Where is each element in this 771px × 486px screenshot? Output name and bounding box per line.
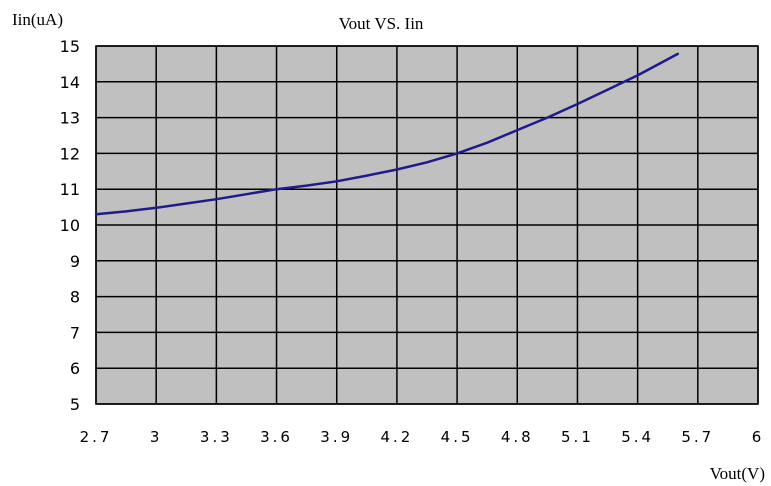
y-tick-labels: 5 6 7 8 9 10 11 12 13 14 15 bbox=[60, 37, 80, 414]
x-tick-label: 6 bbox=[752, 428, 765, 446]
x-tick-label: 3.6 bbox=[260, 428, 293, 446]
y-tick-label: 10 bbox=[60, 216, 80, 235]
y-tick-label: 9 bbox=[70, 252, 80, 271]
y-tick-label: 15 bbox=[60, 37, 80, 56]
x-tick-label: 5.7 bbox=[681, 428, 714, 446]
y-tick-label: 11 bbox=[60, 180, 80, 199]
y-tick-label: 8 bbox=[70, 288, 80, 307]
x-tick-label: 3.9 bbox=[320, 428, 353, 446]
x-tick-label: 5.1 bbox=[561, 428, 594, 446]
series-lines bbox=[94, 52, 680, 216]
chart-title: Vout VS. Iin bbox=[339, 14, 424, 33]
y-tick-label: 7 bbox=[70, 323, 80, 342]
x-tick-label: 4.8 bbox=[501, 428, 534, 446]
y-tick-label: 14 bbox=[60, 73, 80, 92]
series-line bbox=[94, 52, 680, 216]
x-axis-label: Vout(V) bbox=[710, 464, 765, 483]
y-tick-label: 5 bbox=[70, 395, 80, 414]
y-axis-label: Iin(uA) bbox=[12, 10, 63, 29]
y-tick-label: 13 bbox=[60, 109, 80, 128]
x-tick-label: 5.4 bbox=[621, 428, 654, 446]
x-tick-label: 4.2 bbox=[380, 428, 413, 446]
y-tick-label: 6 bbox=[70, 359, 80, 378]
x-tick-label: 4.5 bbox=[441, 428, 474, 446]
y-tick-label: 12 bbox=[60, 144, 80, 163]
x-tick-label: 2.7 bbox=[80, 428, 113, 446]
x-tick-labels: 2.7 3 3.3 3.6 3.9 4.2 4.5 4.8 5.1 5.4 5.7 6 bbox=[80, 428, 765, 446]
x-tick-label: 3 bbox=[150, 428, 163, 446]
x-tick-label: 3.3 bbox=[200, 428, 233, 446]
grid-lines bbox=[95, 45, 759, 405]
